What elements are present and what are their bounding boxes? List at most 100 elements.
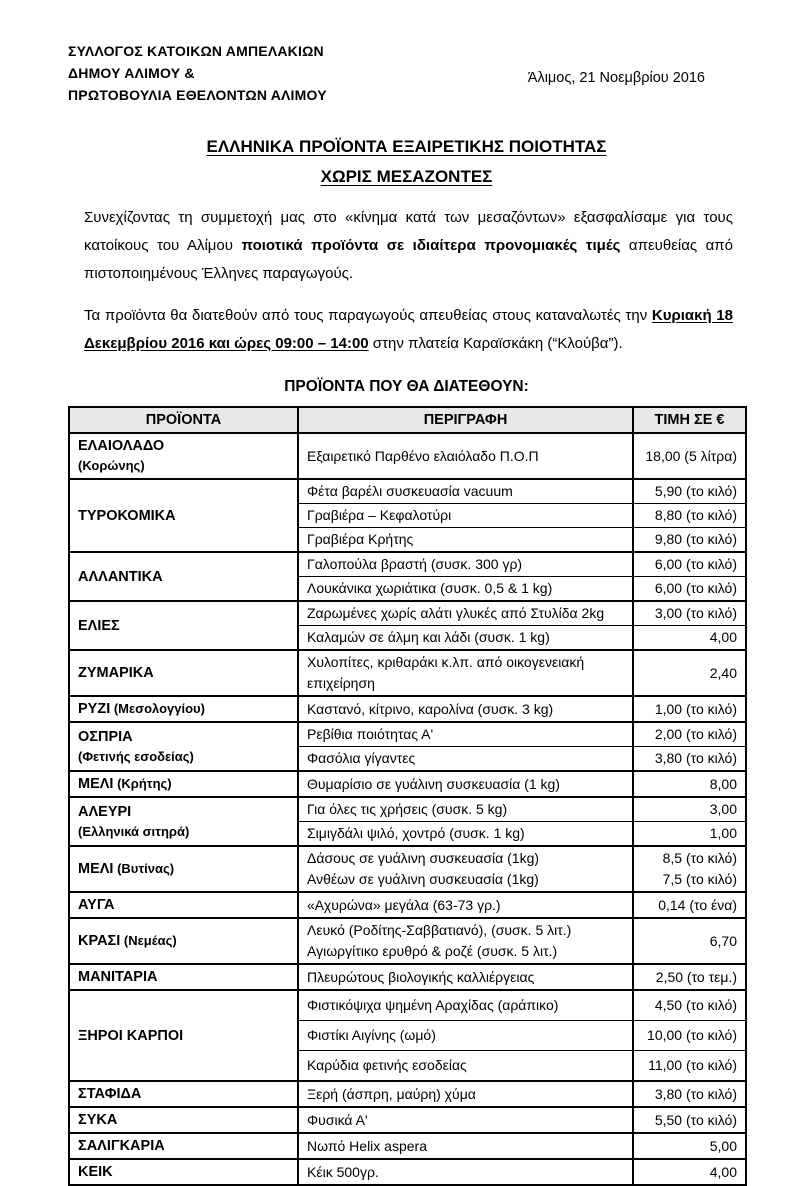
product-category-name: ΖΥΜΑΡΙΚΑ [78,665,154,681]
product-category-name: ΤΥΡΟΚΟΜΙΚΑ [78,507,176,524]
product-description-cell: Νωπό Helix aspera [297,1132,634,1159]
product-description-cell: Για όλες τις χρήσεις (συσκ. 5 kg) [297,796,634,822]
product-category-name: ΕΛΙΕΣ [78,617,120,634]
product-description-cell: Καλαμών σε άλμη και λάδι (συσκ. 1 kg) [297,625,634,650]
product-category-name: ΣΥΚΑ [78,1112,118,1128]
product-description-cell: Ξερή (άσπρη, μαύρη) χύμα [297,1080,634,1107]
availability-text-start: Τα προϊόντα θα διατεθούν από τους παραγω… [84,307,652,324]
product-price-cell: 1,00 (το κιλό) [632,695,747,722]
product-description-cell: Κέικ 500γρ. [297,1158,634,1185]
product-category-name: ΞΗΡΟΙ ΚΑΡΠΟΙ [78,1027,184,1044]
product-category-cell: ΡΥΖΙ (Μεσολογγίου) [68,695,299,722]
product-category-cell: ΟΣΠΡΙΑ (Φετινής εσοδείας) [68,721,299,771]
product-category-subtitle: (Φετινής εσοδείας) [78,748,194,764]
product-category-name: ΚΕΙΚ [78,1164,113,1180]
product-price-cell: 8,5 (το κιλό) 7,5 (το κιλό) [632,845,747,892]
product-category-cell: ΜΕΛΙ (Βυτίνας) [68,845,299,892]
product-description-cell: «Αχυρώνα» μεγάλα (63-73 γρ.) [297,891,634,918]
table-row: ΕΛΙΕΣ Ζαρωμένες χωρίς αλάτι γλυκές από Στ… [68,600,747,650]
product-category-name: ΣΑΛΙΓΚΑΡΙΑ [78,1138,165,1154]
product-category-subtitle: (Μεσολογγίου) [110,701,205,716]
product-category-subtitle: (Ελληνικά σιτηρά) [78,823,190,839]
organization-block: ΣΥΛΛΟΓΟΣ ΚΑΤΟΙΚΩΝ ΑΜΠΕΛΑΚΙΩΝ ΔΗΜΟΥ ΑΛΙΜΟ… [68,40,327,106]
org-line-3: ΠΡΩΤΟΒΟΥΛΙΑ ΕΘΕΛΟΝΤΩΝ ΑΛΙΜΟΥ [68,87,327,103]
section-title: ΠΡΟΪΟΝΤΑ ΠΟΥ ΘΑ ΔΙΑΤΕΘΟΥΝ: [284,378,529,395]
availability-paragraph: Τα προϊόντα θα διατεθούν από τους παραγω… [84,302,733,358]
product-category-name: ΟΣΠΡΙΑ [78,728,133,745]
product-description-cell: Φιστίκι Αιγίνης (ωμό) [297,1020,634,1051]
letterhead: ΣΥΛΛΟΓΟΣ ΚΑΤΟΙΚΩΝ ΑΜΠΕΛΑΚΙΩΝ ΔΗΜΟΥ ΑΛΙΜΟ… [68,40,745,106]
product-price-cell: 3,00 [632,796,747,822]
product-category-name: ΑΛΕΥΡΙ [78,803,132,820]
product-price-cell: 8,00 [632,770,747,797]
product-description-cell: Χυλοπίτες, κριθαράκι κ.λπ. από οικογενει… [297,649,634,696]
availability-text-end: στην πλατεία Καραϊσκάκη (“Κλούβα”). [368,335,623,352]
product-description-cell: Ρεβίθια ποιότητας Α' [297,721,634,747]
product-price-cell: 4,00 [632,1158,747,1185]
product-price-cell: 5,00 [632,1132,747,1159]
table-row: ΚΡΑΣΙ (Νεμέας) Λευκό (Ροδίτης-Σαββατιανό)… [68,917,747,964]
table-row: Καρύδια φετινής εσοδείας 11,00 (το κιλό) [69,1050,747,1081]
title-line-1: ΕΛΛΗΝΙΚΑ ΠΡΟΪΟΝΤΑ ΕΞΑΙΡΕΤΙΚΗΣ ΠΟΙΟΤΗΤΑΣ [206,137,607,156]
product-category-name: ΣΤΑΦΙΔΑ [78,1086,142,1102]
product-category-cell: ΚΕΙΚ [68,1158,299,1185]
product-price-cell: 1,00 [632,821,747,846]
product-category-cell: ΣΥΚΑ [68,1106,299,1133]
product-category-name: ΚΡΑΣΙ [78,933,121,949]
product-category-subtitle: (Νεμέας) [120,933,177,948]
availability-date-time: Κυριακή 18 Δεκεμβρίου 2016 και ώρες 09:0… [84,307,733,352]
intro-text-end: απευθείας από πιστοποιημένους Έλληνες πα… [84,237,734,282]
product-price-cell: 2,50 (το τεμ.) [632,963,747,990]
table-row: ΜΕΛΙ (Κρήτης) Θυμαρίσιο σε γυάλινη συσκευ… [68,770,747,797]
product-category-cell: ΣΑΛΙΓΚΑΡΙΑ [68,1132,299,1159]
product-category-cell: ΑΛΛΑΝΤΙΚΑ [68,551,299,601]
product-description-cell: Γαλοπούλα βραστή (συσκ. 300 γρ) [297,551,634,577]
product-price-cell: 3,00 (το κιλό) [632,600,747,626]
table-header-row: ΠΡΟΪΟΝΤΑ ΠΕΡΙΓΡΑΦΗ ΤΙΜΗ ΣΕ € [68,406,747,434]
table-row: ΣΥΚΑ Φυσικά Α' 5,50 (το κιλό) [68,1106,747,1133]
table-row: ΡΥΖΙ (Μεσολογγίου) Καστανό, κίτρινο, καρο… [68,695,747,722]
table-row: ΣΤΑΦΙΔΑ Ξερή (άσπρη, μαύρη) χύμα 3,80 (το … [68,1080,747,1107]
products-table-body: ΕΛΑΙΟΛΑΔΟ (Κορώνης) Εξαιρετικό Παρθένο ελα… [68,432,747,1185]
product-description-cell: Γραβιέρα – Κεφαλοτύρι [297,503,634,528]
product-category-name: ΜΑΝΙΤΑΡΙΑ [78,969,158,985]
table-row: ΜΕΛΙ (Βυτίνας) Δάσους σε γυάλινη συσκευασ… [68,845,747,892]
product-category-cell: ΤΥΡΟΚΟΜΙΚΑ [68,478,299,552]
product-price-cell: 3,80 (το κιλό) [632,1080,747,1107]
product-description-cell: Δάσους σε γυάλινη συσκευασία (1kg) Ανθέω… [297,845,634,892]
column-header-description: ΠΕΡΙΓΡΑΦΗ [297,406,634,434]
table-row: ΣΑΛΙΓΚΑΡΙΑ Νωπό Helix aspera 5,00 [68,1132,747,1159]
product-category-cell: ΕΛΑΙΟΛΑΔΟ (Κορώνης) [68,432,299,479]
product-description-cell: Θυμαρίσιο σε γυάλινη συσκευασία (1 kg) [297,770,634,797]
product-description-cell: Φέτα βαρέλι συσκευασία vacuum [297,478,634,504]
product-description-cell: Σιμιγδάλι ψιλό, χοντρό (συσκ. 1 kg) [297,821,634,846]
table-row: ΞΗΡΟΙ ΚΑΡΠΟΙ Φιστικόψιχα ψημένη Αραχίδας … [68,989,747,1081]
product-category-subtitle: (Κρήτης) [113,776,172,791]
product-price-cell: 4,50 (το κιλό) [632,989,747,1021]
product-price-cell: 0,14 (το ένα) [632,891,747,918]
product-category-cell: ΞΗΡΟΙ ΚΑΡΠΟΙ [68,989,299,1081]
product-category-name: ΑΛΛΑΝΤΙΚΑ [78,568,163,585]
product-description-cell: Καρύδια φετινής εσοδείας [297,1050,634,1081]
table-row: ΕΛΑΙΟΛΑΔΟ (Κορώνης) Εξαιρετικό Παρθένο ελα… [68,432,747,479]
product-description-cell: Φιστικόψιχα ψημένη Αραχίδας (αράπικο) [297,989,634,1021]
product-description-cell: Ζαρωμένες χωρίς αλάτι γλυκές από Στυλίδα… [297,600,634,626]
product-category-cell: ΜΑΝΙΤΑΡΙΑ [68,963,299,990]
table-row: Λουκάνικα χωριάτικα (συσκ. 0,5 & 1 kg) 6,… [69,576,747,601]
org-line-1: ΣΥΛΛΟΓΟΣ ΚΑΤΟΙΚΩΝ ΑΜΠΕΛΑΚΙΩΝ [68,43,324,59]
product-category-name: ΕΛΑΙΟΛΑΔΟ [78,438,165,454]
product-price-cell: 6,70 [632,917,747,964]
table-row: Καλαμών σε άλμη και λάδι (συσκ. 1 kg) 4,0… [69,625,747,650]
org-line-2: ΔΗΜΟΥ ΑΛΙΜΟΥ & [68,65,195,81]
product-category-cell: ΜΕΛΙ (Κρήτης) [68,770,299,797]
product-description-cell: Λουκάνικα χωριάτικα (συσκ. 0,5 & 1 kg) [297,576,634,601]
intro-text-bold: ποιοτικά προϊόντα σε ιδιαίτερα προνομιακ… [241,237,621,254]
intro-paragraph: Συνεχίζοντας τη συμμετοχή μας στο «κίνημ… [84,204,733,288]
table-row: Γραβιέρα Κρήτης 9,80 (το κιλό) [69,527,747,552]
table-row: ΑΛΛΑΝΤΙΚΑ Γαλοπούλα βραστή (συσκ. 300 γρ)… [68,551,747,601]
product-price-cell: 10,00 (το κιλό) [632,1020,747,1051]
table-row: Σιμιγδάλι ψιλό, χοντρό (συσκ. 1 kg) 1,00 [69,821,747,846]
product-category-cell: ΕΛΙΕΣ [68,600,299,650]
product-description-cell: Γραβιέρα Κρήτης [297,527,634,552]
